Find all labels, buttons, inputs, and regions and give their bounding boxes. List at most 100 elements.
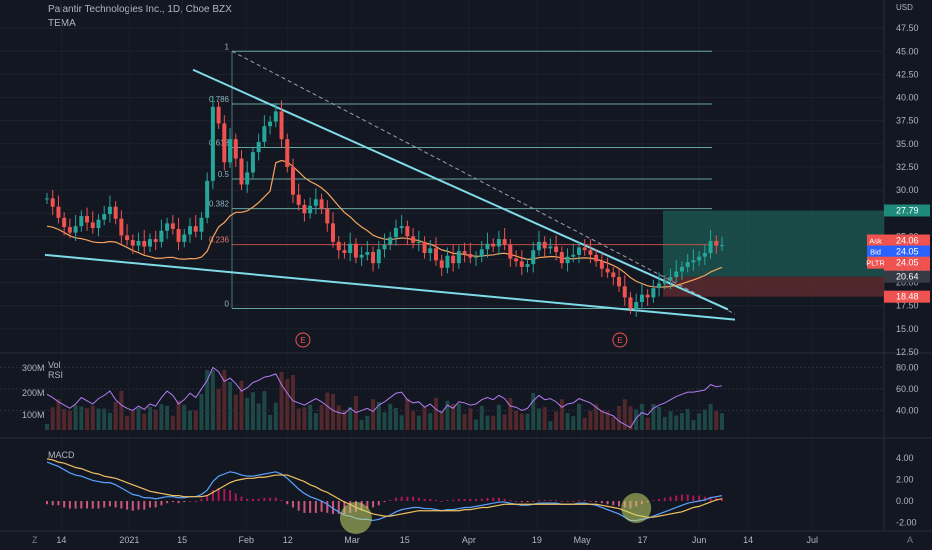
volume-bar <box>170 415 175 430</box>
volume-bar <box>199 394 204 430</box>
auto-scale-button[interactable]: A <box>907 535 914 545</box>
price-axis[interactable]: USD12.5015.0017.5020.0022.5025.0027.5030… <box>896 3 919 357</box>
macd-histogram-bar <box>663 497 666 501</box>
candle-body <box>451 255 456 264</box>
macd-histogram-bar <box>515 501 518 502</box>
macd-histogram-bar <box>143 501 146 510</box>
candle-body <box>514 258 519 262</box>
candle-body <box>153 239 158 242</box>
time-tick: Jun <box>692 535 707 545</box>
candle-body <box>336 241 341 251</box>
candle-body <box>605 268 610 273</box>
macd-histogram-bar <box>332 501 335 514</box>
macd-histogram-bar <box>463 498 466 501</box>
volume-bar <box>216 388 221 430</box>
macd-histogram-bar <box>51 501 54 506</box>
candle-body <box>702 252 707 257</box>
macd-histogram-bar <box>126 501 129 510</box>
candle-body <box>388 237 393 245</box>
macd-histogram-bar <box>389 499 392 501</box>
candle-body <box>228 139 233 163</box>
candle-body <box>371 252 376 264</box>
candle-body <box>542 241 547 249</box>
price-axis-unit: USD <box>896 3 913 12</box>
trend-lines[interactable] <box>44 68 736 321</box>
candle-body <box>56 206 61 218</box>
earnings-marker-circle <box>612 332 628 348</box>
macd-histogram-bar <box>297 501 300 511</box>
candle-body <box>233 139 238 159</box>
macd-histogram-bar <box>280 499 283 501</box>
volume-bar <box>720 413 724 430</box>
volume-bar <box>296 408 301 430</box>
macd-histogram-bar <box>423 498 426 501</box>
zoom-corner-left[interactable]: Z <box>32 535 38 545</box>
candle-body <box>559 252 564 264</box>
volume-bar <box>571 416 576 430</box>
macd-histogram-bar <box>434 499 437 501</box>
macd-histogram-bar <box>600 501 603 504</box>
candle-body <box>525 264 530 267</box>
fibonacci-retracement[interactable]: 1 0.786 0.618 0.5 0.382 0.236 0 <box>209 42 736 315</box>
candle-body <box>188 226 193 235</box>
long-position-zones[interactable] <box>663 210 884 297</box>
volume-tick: 100M <box>22 410 45 420</box>
volume-bar <box>273 402 278 430</box>
volume-bar <box>388 403 393 430</box>
volume-tick: 200M <box>22 388 45 398</box>
candle-body <box>73 226 78 233</box>
macd-histogram-bar <box>440 501 443 502</box>
macd-histogram-bar <box>263 497 266 501</box>
target-zone <box>663 210 884 277</box>
macd-histogram-bar <box>589 501 592 502</box>
macd-histogram-bar <box>137 501 140 510</box>
price-tag-label-bg <box>867 245 884 258</box>
macd-histogram-bar <box>234 493 237 501</box>
macd-histogram-bar <box>549 499 552 501</box>
volume-bar <box>714 411 719 430</box>
macd-histogram-bar <box>612 501 615 506</box>
lower-wedge-line <box>44 253 736 321</box>
price-tag-bg <box>884 204 930 217</box>
price-tick: 35.00 <box>896 139 919 149</box>
fib-level-label: 0.786 <box>209 95 230 104</box>
price-tag-label: Bid <box>870 248 881 257</box>
macd-histogram-bar <box>412 496 415 501</box>
volume-bar <box>73 405 78 430</box>
macd-histogram-bar <box>652 499 655 501</box>
candle-body <box>308 205 313 214</box>
macd-tick: 0.00 <box>896 496 914 506</box>
volume-bar <box>565 413 570 430</box>
candle-body <box>639 294 644 303</box>
macd-histogram-bar <box>492 497 495 501</box>
price-tick: 40.00 <box>896 93 919 103</box>
macd-histogram-bar <box>469 498 472 501</box>
volume-bar <box>536 408 541 430</box>
volume-bar <box>107 412 112 430</box>
upper-wedge-line <box>192 68 729 311</box>
volume-bar <box>256 403 261 430</box>
time-axis[interactable]: 14 2021 15 Feb 12 Mar 15 Apr 19 May 17 Jun 14 Jul <box>56 535 818 545</box>
candle-body <box>147 239 152 247</box>
price-tick: 47.50 <box>896 23 919 33</box>
price-tag-value: 18.48 <box>896 292 919 302</box>
macd-histogram-bar <box>63 501 66 508</box>
macd-histogram-bar <box>211 490 214 501</box>
volume-bar <box>519 413 524 430</box>
candle-body <box>714 240 719 246</box>
volume-bar <box>599 409 604 430</box>
time-tick: Feb <box>239 535 255 545</box>
volume-bar <box>514 410 519 430</box>
volume-bar <box>188 410 193 430</box>
candle-body <box>439 260 444 268</box>
macd-histogram-bar <box>217 488 220 501</box>
rsi-legend: RSI <box>48 370 63 380</box>
volume-bar <box>210 370 215 430</box>
volume-bar <box>376 402 381 430</box>
macd-histogram-bar <box>223 489 226 501</box>
macd-histogram-bar <box>526 501 529 503</box>
candle-body <box>628 297 633 309</box>
macd-histogram-bar <box>166 501 169 504</box>
